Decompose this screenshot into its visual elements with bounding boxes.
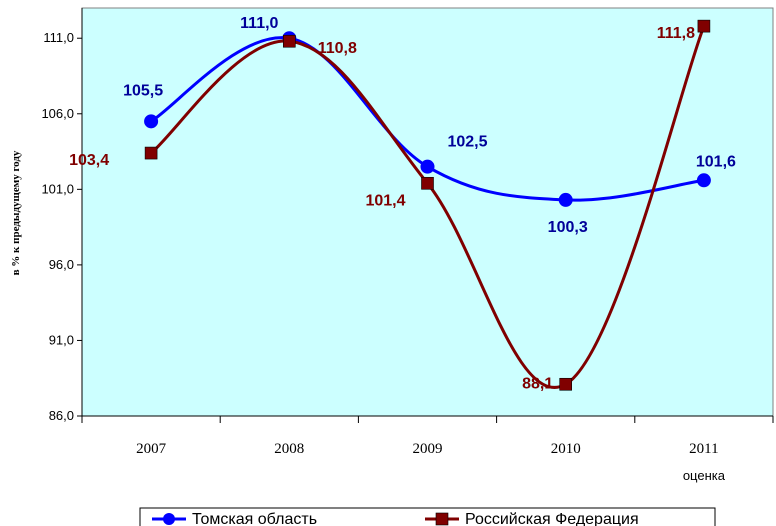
- legend-box: [139, 507, 716, 526]
- data-label: 101,4: [365, 192, 405, 209]
- data-label: 105,5: [123, 82, 163, 99]
- data-point: [559, 377, 573, 391]
- legend: Томская область Российская Федерация: [139, 507, 716, 526]
- x-tick-label: 2010: [551, 441, 581, 457]
- data-point: [558, 192, 573, 207]
- y-tick-label: 86,0: [49, 408, 74, 423]
- data-point: [144, 114, 159, 129]
- y-tick-label: 106,0: [41, 106, 74, 121]
- data-point: [696, 173, 711, 188]
- data-label: 111,8: [657, 25, 695, 42]
- data-label: 101,6: [696, 153, 736, 170]
- data-label: 111,0: [240, 15, 278, 32]
- legend-label: Российская Федерация: [465, 511, 639, 526]
- legend-label: Томская область: [192, 511, 317, 526]
- legend-marker: [435, 512, 449, 526]
- x-tick-label: 2008: [274, 441, 304, 457]
- y-tick-label: 96,0: [49, 257, 74, 272]
- data-label: 100,3: [548, 219, 588, 236]
- series-line: [150, 25, 706, 389]
- data-point: [144, 146, 158, 160]
- data-point: [420, 159, 435, 174]
- series-layer: [144, 19, 711, 391]
- y-axis-label: в % к предыдущему году: [10, 150, 22, 275]
- data-label: 88,1: [522, 375, 553, 392]
- y-tick-label: 91,0: [49, 332, 74, 347]
- data-point: [421, 176, 434, 190]
- legend-items: Томская область Российская Федерация: [152, 511, 639, 526]
- plot-area: [81, 7, 774, 417]
- data-point: [697, 19, 711, 33]
- x-tick-label: 2011: [689, 441, 718, 457]
- x-tick-label: 2007: [136, 441, 167, 457]
- data-labels: 105,5 111,0 102,5 100,3 101,6 103,4 110,8 101,4…: [69, 15, 736, 392]
- x-axis: 2007 2008 2009 2010 2011 оценка: [81, 415, 774, 483]
- x-tick-label: 2009: [413, 441, 443, 457]
- data-label: 110,8: [318, 40, 357, 57]
- y-tick-label: 111,0: [43, 30, 74, 45]
- data-label: 103,4: [69, 152, 109, 169]
- data-label: 102,5: [447, 134, 487, 151]
- y-axis: 86,0 91,0 96,0 101,0 106,0 111,0: [41, 8, 83, 423]
- data-point: [282, 34, 296, 48]
- y-tick-label: 101,0: [41, 181, 74, 196]
- legend-marker: [163, 513, 175, 525]
- x-tick-sublabel: оценка: [683, 468, 726, 483]
- series-line: [150, 36, 705, 202]
